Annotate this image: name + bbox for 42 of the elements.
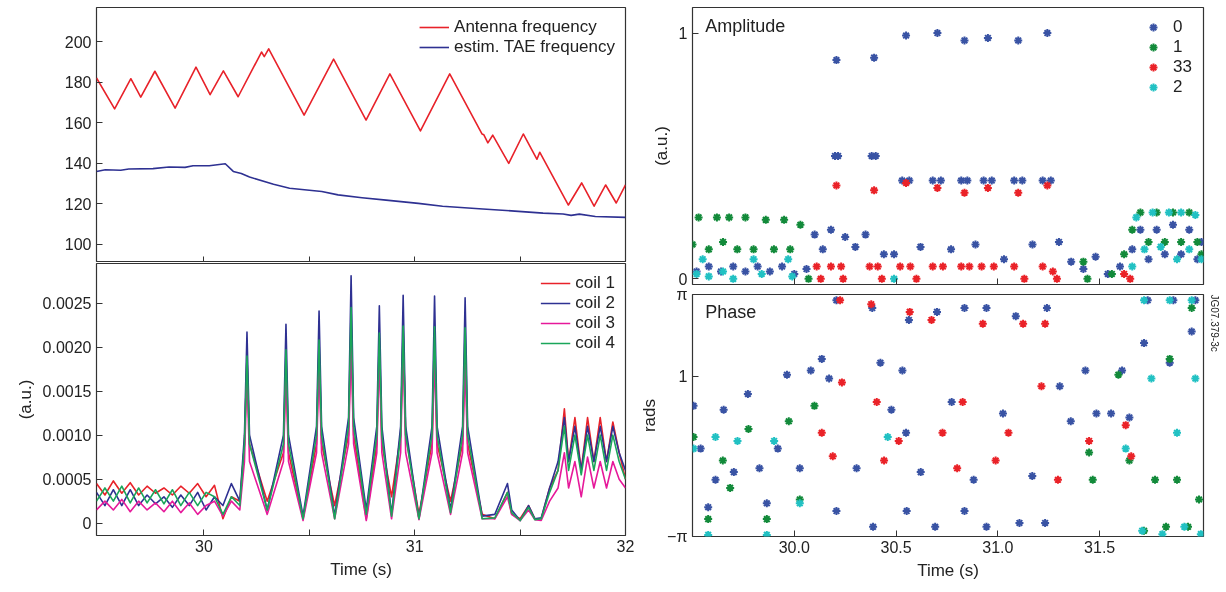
y-axis-title: rads xyxy=(640,398,660,433)
x-tick-label: 31.5 xyxy=(1084,538,1116,556)
y-tick-label: 1 xyxy=(678,25,688,43)
text: JG07.379-3c xyxy=(1208,294,1220,352)
y-tick-label: π xyxy=(676,286,688,303)
y-axis-title: (a.u.) xyxy=(15,379,35,420)
y-tick-label: 0.0025 xyxy=(42,295,92,313)
legend-label: coil 4 xyxy=(575,333,615,353)
y-tick-label: 100 xyxy=(64,236,92,254)
y-tick-label: 0.0015 xyxy=(42,383,92,401)
y-axis-title: (a.u.) xyxy=(651,126,671,166)
y-tick-label: 160 xyxy=(64,114,92,132)
legend-label: coil 1 xyxy=(575,273,615,293)
legend-label: coil 2 xyxy=(575,293,615,313)
chart-title: Amplitude xyxy=(705,15,786,36)
chart-title: Phase xyxy=(705,301,757,322)
y-tick-label: 0 xyxy=(82,515,92,533)
y-tick-label: 0.0005 xyxy=(42,471,92,489)
y-tick-label: 180 xyxy=(64,74,92,92)
legend-label: 0 xyxy=(1173,17,1184,37)
legend-label: 1 xyxy=(1173,37,1184,57)
legend-label: 33 xyxy=(1173,57,1193,77)
y-tick-label: 0 xyxy=(678,270,688,288)
y-tick-label: −π xyxy=(667,528,688,545)
x-tick-label: 30.0 xyxy=(778,538,810,556)
legend-label: coil 3 xyxy=(575,313,615,333)
legend-label: 2 xyxy=(1173,77,1184,97)
y-tick-label: 200 xyxy=(64,33,92,51)
x-tick-label: 30 xyxy=(195,537,213,555)
x-tick-label: 31 xyxy=(405,537,424,555)
x-tick-label: 32 xyxy=(616,537,635,555)
x-tick-label: 30.5 xyxy=(880,538,912,556)
y-tick-label: 0.0020 xyxy=(42,339,92,357)
y-tick-label: 140 xyxy=(64,155,92,173)
legend-label: Antenna frequency xyxy=(454,17,597,37)
y-tick-label: 1 xyxy=(678,368,688,386)
y-tick-label: 0.0010 xyxy=(42,427,92,445)
y-tick-label: 120 xyxy=(64,195,92,213)
legend-label: estim. TAE frequency xyxy=(454,37,615,57)
x-axis-title: Time (s) xyxy=(917,560,979,580)
x-tick-label: 31.0 xyxy=(982,538,1014,556)
x-axis-title: Time (s) xyxy=(330,559,392,579)
